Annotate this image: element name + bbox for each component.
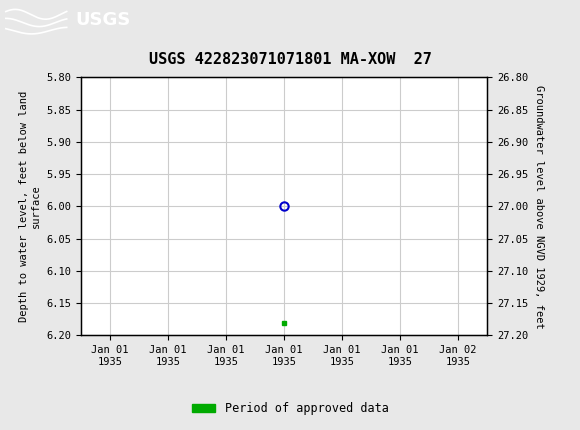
Y-axis label: Groundwater level above NGVD 1929, feet: Groundwater level above NGVD 1929, feet	[534, 85, 543, 328]
Y-axis label: Depth to water level, feet below land
surface: Depth to water level, feet below land su…	[19, 91, 41, 322]
Legend: Period of approved data: Period of approved data	[187, 397, 393, 420]
Text: USGS: USGS	[75, 12, 130, 29]
Text: USGS 422823071071801 MA-XOW  27: USGS 422823071071801 MA-XOW 27	[148, 52, 432, 67]
